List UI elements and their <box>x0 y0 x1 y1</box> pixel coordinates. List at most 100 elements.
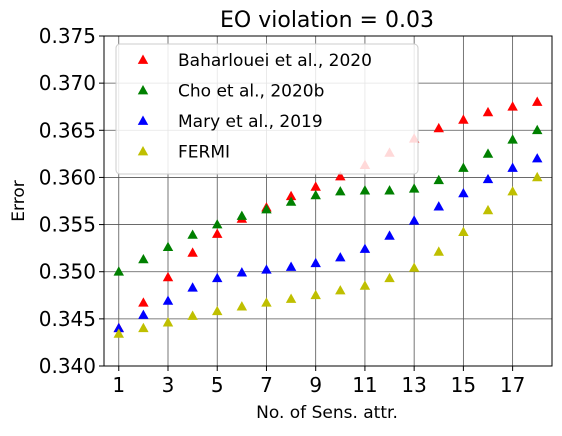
data-point-marker <box>212 305 223 316</box>
data-point-marker <box>138 297 149 307</box>
data-point-marker <box>310 289 321 300</box>
series-group <box>113 124 543 276</box>
data-point-marker <box>236 210 248 220</box>
data-point-marker <box>138 309 149 319</box>
legend-label: Cho et al., 2020b <box>178 82 324 102</box>
axes: 1 3 5 7 9 11 13 15 170.3400.3450.3500.3550.3600.… <box>39 24 553 397</box>
y-tick-label: 0.365 <box>39 118 96 142</box>
y-tick-label: 0.370 <box>39 71 96 95</box>
data-point-marker <box>359 280 371 290</box>
y-tick-label: 0.350 <box>39 260 96 284</box>
data-point-marker <box>532 124 543 135</box>
data-point-marker <box>261 203 272 214</box>
series-group <box>113 153 543 333</box>
x-tick-label: 7 <box>260 373 273 397</box>
data-point-marker <box>335 186 346 196</box>
data-point-marker <box>162 295 174 305</box>
data-point-marker <box>359 243 371 253</box>
data-point-marker <box>482 173 494 184</box>
legend-box <box>115 43 419 175</box>
y-tick-label: 0.355 <box>39 213 96 237</box>
data-point-marker <box>187 247 198 257</box>
data-point-marker <box>384 185 395 195</box>
data-point-marker <box>458 187 469 198</box>
data-point-marker <box>310 257 321 268</box>
data-point-marker <box>162 271 174 282</box>
data-point-marker <box>335 252 346 262</box>
data-point-marker <box>285 196 297 206</box>
data-point-marker <box>138 322 149 333</box>
data-point-marker <box>187 282 198 292</box>
y-tick-label: 0.345 <box>39 307 96 331</box>
x-tick-label: 13 <box>401 373 426 397</box>
legend: Baharlouei et al., 2020 Cho et al., 2020b… <box>115 43 419 175</box>
data-point-marker <box>212 219 223 229</box>
plot-frame <box>103 35 553 367</box>
legend-marker <box>137 115 149 125</box>
data-point-marker <box>212 272 223 283</box>
data-point-marker <box>408 262 420 272</box>
legend-marker <box>137 54 149 64</box>
data-point-marker <box>507 134 518 144</box>
data-point-marker <box>236 301 248 311</box>
x-tick-label: 3 <box>162 373 175 397</box>
data-point-marker <box>236 267 248 277</box>
legend-label: Baharlouei et al., 2020 <box>178 51 372 71</box>
data-point-marker <box>113 266 124 276</box>
data-point-marker <box>261 297 272 307</box>
x-tick-label: 11 <box>352 373 377 397</box>
data-point-marker <box>212 228 223 238</box>
data-point-marker <box>458 114 469 124</box>
data-point-marker <box>482 204 494 215</box>
data-point-marker <box>187 310 198 320</box>
data-point-marker <box>384 272 395 283</box>
data-markers <box>113 96 543 338</box>
data-point-marker <box>310 189 321 200</box>
y-tick-label: 0.360 <box>39 165 96 189</box>
data-point-marker <box>408 215 420 225</box>
data-point-marker <box>507 101 518 111</box>
data-point-marker <box>507 162 518 172</box>
x-tick-label: 5 <box>211 373 224 397</box>
data-point-marker <box>433 174 444 185</box>
data-point-marker <box>335 170 346 181</box>
data-point-marker <box>285 190 297 201</box>
data-point-marker <box>138 253 149 264</box>
data-point-marker <box>532 171 543 182</box>
x-axis-label: No. of Sens. attr. <box>256 403 398 423</box>
data-point-marker <box>162 241 174 252</box>
data-point-marker <box>335 285 346 295</box>
y-tick-label: 0.340 <box>39 354 96 378</box>
series-group <box>113 171 543 338</box>
data-point-marker <box>285 293 297 303</box>
legend-marker <box>137 85 149 95</box>
legend-label: FERMI <box>178 143 230 163</box>
data-point-marker <box>408 183 420 193</box>
data-point-marker <box>187 229 198 239</box>
y-axis-label: Error <box>9 180 29 221</box>
legend-marker <box>137 146 149 156</box>
data-point-marker <box>532 96 543 106</box>
data-point-marker <box>507 186 518 196</box>
data-point-marker <box>162 317 174 327</box>
data-point-marker <box>458 162 469 172</box>
data-point-marker <box>285 261 297 271</box>
x-tick-label: 17 <box>500 373 525 397</box>
data-point-marker <box>482 106 494 117</box>
data-point-marker <box>384 230 395 240</box>
data-point-marker <box>113 322 124 333</box>
data-point-marker <box>433 246 444 256</box>
x-tick-label: 15 <box>451 373 476 397</box>
data-point-marker <box>482 148 494 158</box>
data-point-marker <box>532 153 543 163</box>
x-tick-label: 9 <box>309 373 322 397</box>
data-point-marker <box>113 328 124 338</box>
data-point-marker <box>458 226 469 236</box>
data-point-marker <box>433 122 444 133</box>
data-point-marker <box>310 181 321 191</box>
y-tick-label: 0.375 <box>39 24 96 48</box>
x-tick-label: 1 <box>112 373 125 397</box>
data-point-marker <box>433 201 444 211</box>
